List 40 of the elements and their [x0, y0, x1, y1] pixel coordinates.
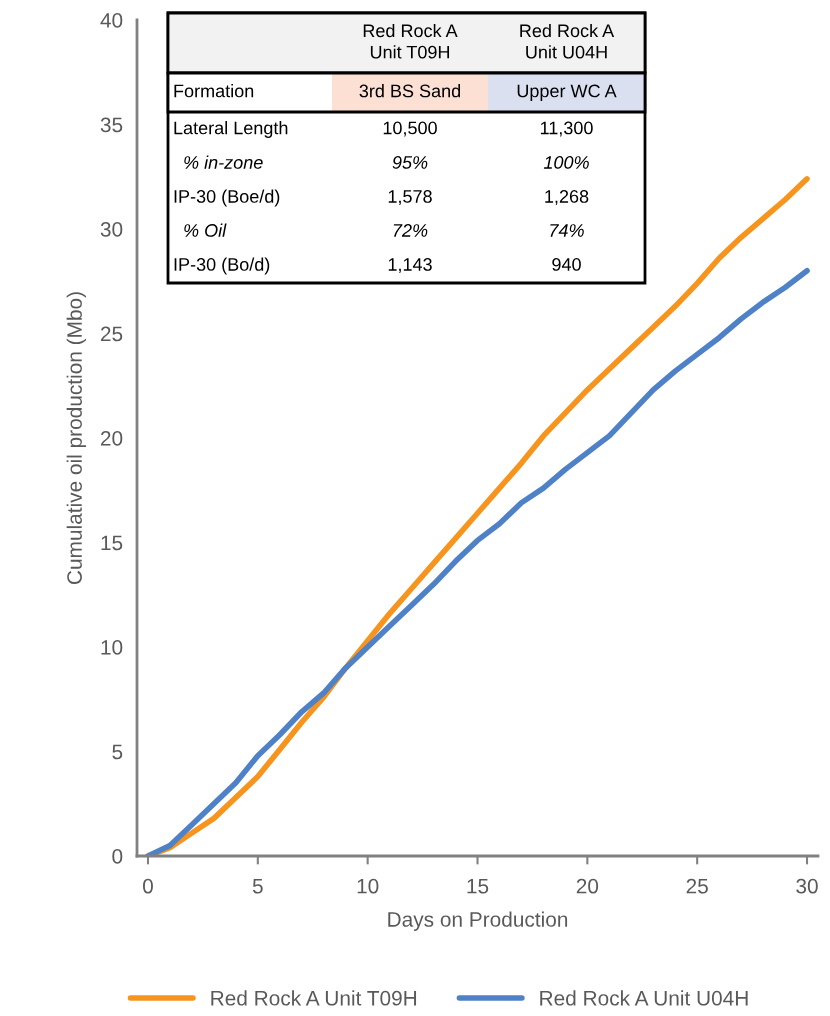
annotation: 11,300: [540, 121, 593, 137]
y-tick-label: 40: [100, 13, 123, 28]
annotation: IP-30 (Bo/d): [174, 257, 270, 275]
x-tick-label: 10: [357, 878, 379, 894]
y-tick-label: 25: [100, 326, 123, 342]
annotation: 1,578: [388, 190, 432, 205]
annotation: 72%: [393, 224, 428, 237]
annotation: % Oil: [184, 223, 227, 237]
x-tick-label: 30: [796, 878, 818, 894]
x-tick-label: 5: [252, 878, 263, 894]
annotation: 940: [552, 258, 581, 271]
annotation: 95%: [392, 156, 428, 169]
annotation: IP-30 (Boe/d): [174, 189, 280, 207]
y-tick-label: 30: [100, 222, 123, 237]
annotation: 3rd BS Sand: [359, 84, 461, 98]
x-tick-label: 20: [576, 878, 599, 894]
annotation: 1,268: [545, 190, 589, 205]
y-tick-label: 15: [101, 535, 123, 551]
y-tick-label: 0: [112, 849, 123, 864]
x-tick-label: 15: [467, 878, 489, 894]
y-tick-label: 20: [100, 431, 123, 446]
legend-label: Red Rock A Unit U04H: [540, 990, 748, 1006]
annotation: % in-zone: [184, 155, 263, 169]
x-axis-title: Days on Production: [388, 911, 568, 931]
x-tick-label: 25: [686, 878, 708, 894]
annotation: 100%: [543, 156, 589, 169]
y-axis-title: Cumulative oil production (Mbo): [66, 292, 87, 584]
annotation: 1,143: [388, 258, 432, 273]
annotation: 10,500: [383, 121, 437, 137]
annotation: Red Rock A Unit T09H: [363, 23, 458, 59]
annotation: Lateral Length: [174, 121, 288, 138]
x-tick-label: 0: [143, 878, 153, 894]
y-tick-label: 10: [101, 640, 123, 655]
y-tick-label: 35: [100, 117, 123, 133]
y-tick-label: 5: [112, 744, 123, 760]
annotation: Formation: [174, 84, 254, 98]
legend-label: Red Rock A Unit T09H: [211, 990, 417, 1006]
annotation: Red Rock A Unit U04H: [520, 23, 615, 59]
annotation: Upper WC A: [517, 84, 617, 101]
annotation: 74%: [550, 224, 584, 237]
